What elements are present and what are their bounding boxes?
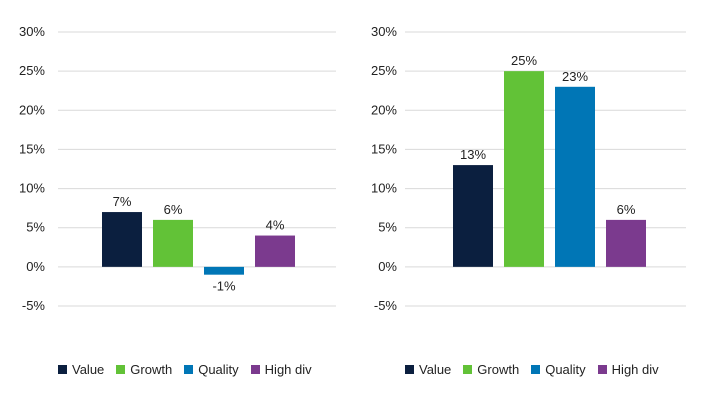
legend-swatch <box>116 365 126 374</box>
data-label: 6% <box>617 202 636 217</box>
legend-label: High div <box>611 362 659 377</box>
legend-label: Quality <box>545 362 586 377</box>
y-tick-label: 25% <box>19 63 45 78</box>
legend-label: Value <box>419 362 452 377</box>
y-tick-label: 20% <box>19 102 45 117</box>
legend-label: Value <box>72 362 105 377</box>
y-tick-label: -5% <box>22 298 46 313</box>
legend-label: Growth <box>477 362 520 377</box>
legend-swatch <box>463 365 473 374</box>
y-tick-label: 25% <box>371 63 397 78</box>
chart-left-svg: 30% 25% 20% 15% 10% 5% 0% -5% 7% 6% -1% 4% <box>19 24 336 313</box>
y-tick-label: 0% <box>378 259 397 274</box>
y-tick-label: 10% <box>19 181 45 196</box>
legend-right: Value Growth Quality High div <box>405 362 659 377</box>
y-tick-label: 15% <box>371 141 397 156</box>
bar-high-div <box>606 219 646 267</box>
legend-left: Value Growth Quality High div <box>58 362 312 377</box>
data-label: 25% <box>511 53 537 68</box>
y-tick-label: 5% <box>26 220 45 235</box>
bar-growth <box>504 71 544 267</box>
data-label: 4% <box>266 218 285 233</box>
bar-value <box>453 165 493 267</box>
legend-label: High div <box>264 362 312 377</box>
chart-right-svg: 30% 25% 20% 15% 10% 5% 0% -5% 13% 25% 23% 6% <box>371 24 686 313</box>
bar-quality <box>555 86 595 267</box>
y-tick-label: 10% <box>371 181 397 196</box>
legend-swatch <box>531 365 541 374</box>
y-tick-label: 20% <box>371 102 397 117</box>
legend-item: Quality <box>184 362 239 377</box>
legend-label: Growth <box>130 362 173 377</box>
data-label: 13% <box>460 147 486 162</box>
y-tick-label: -5% <box>374 298 398 313</box>
legend-label: Quality <box>198 362 239 377</box>
legend-swatch <box>58 365 67 374</box>
y-tick-label: 30% <box>371 24 397 39</box>
y-tick-label: 0% <box>26 259 45 274</box>
legend-item: Growth <box>116 362 172 377</box>
legend-swatch <box>597 365 607 374</box>
y-tick-label: 5% <box>378 220 397 235</box>
bar-growth <box>153 219 193 267</box>
data-label: 6% <box>164 202 183 217</box>
chart-right: 30% 25% 20% 15% 10% 5% 0% -5% 13% 25% 23% 6% Value G… <box>352 0 704 404</box>
legend-item: Value <box>58 362 104 377</box>
bar-value <box>102 212 142 267</box>
legend-item: Quality <box>531 362 586 377</box>
legend-item: Value <box>405 362 451 377</box>
legend-swatch <box>184 365 194 374</box>
data-label: 7% <box>113 194 132 209</box>
y-tick-label: 30% <box>19 24 45 39</box>
bar-high-div <box>255 235 295 267</box>
legend-item: High div <box>250 362 312 377</box>
chart-left: 30% 25% 20% 15% 10% 5% 0% -5% 7% 6% -1% 4% Value Gro… <box>0 0 352 404</box>
data-label: -1% <box>212 279 236 294</box>
legend-item: Growth <box>463 362 519 377</box>
bar-quality <box>204 266 244 275</box>
legend-item: High div <box>597 362 659 377</box>
data-label: 23% <box>562 69 588 84</box>
y-tick-label: 15% <box>19 141 45 156</box>
legend-swatch <box>405 365 414 374</box>
legend-swatch <box>250 365 260 374</box>
